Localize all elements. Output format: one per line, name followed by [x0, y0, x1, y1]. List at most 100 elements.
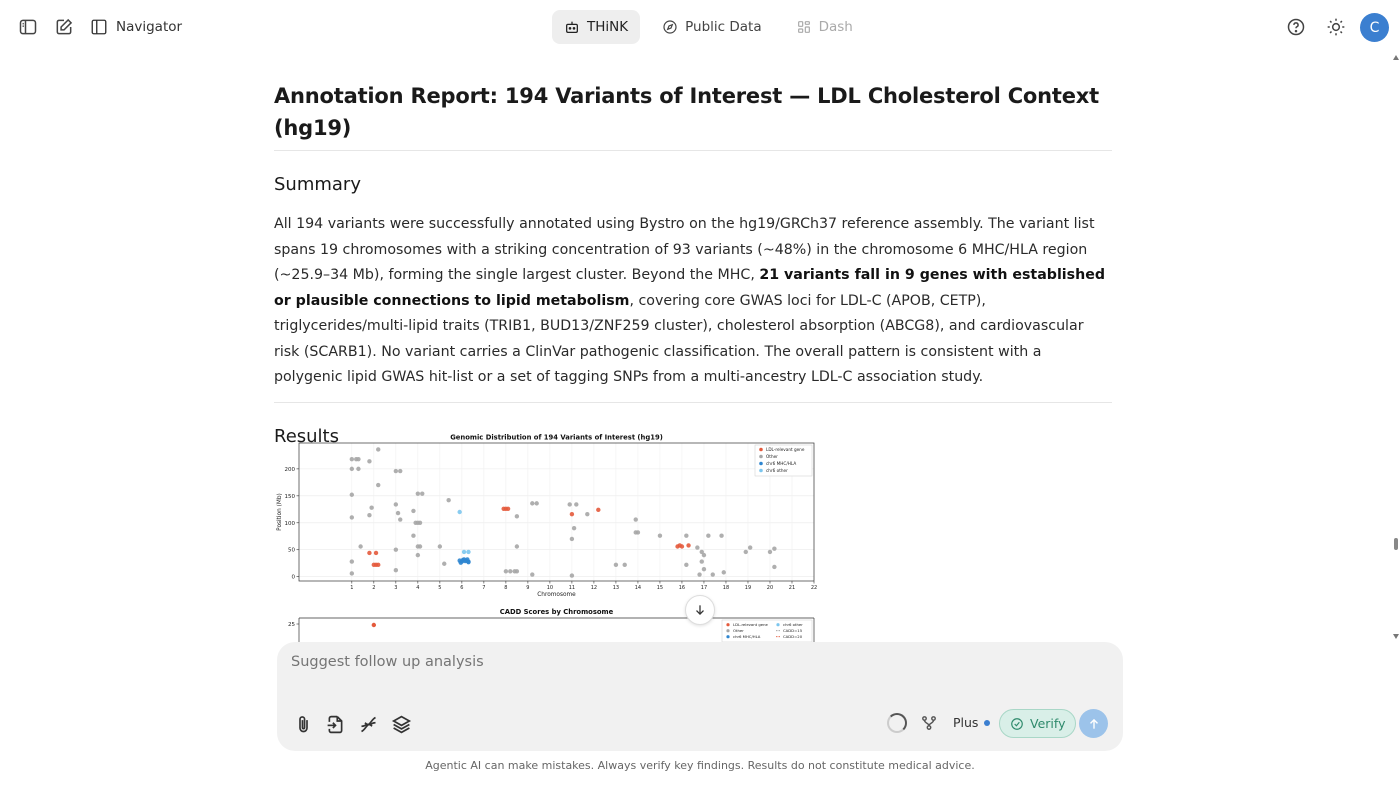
- genomic-distribution-chart: Genomic Distribution of 194 Variants of …: [277, 434, 817, 599]
- prompt-input[interactable]: [291, 654, 891, 670]
- data-point: [395, 510, 401, 516]
- scroll-down-arrow-icon[interactable]: [1393, 634, 1399, 639]
- plot-frame: [298, 442, 815, 582]
- data-point: [699, 549, 704, 555]
- data-point: [585, 511, 590, 517]
- data-point: [567, 502, 572, 507]
- data-point: [622, 562, 627, 568]
- data-point: [393, 468, 399, 474]
- x-tick-label: 14: [635, 585, 641, 591]
- mode-tabs: THiNK Public Data Dash: [552, 10, 865, 44]
- data-point: [461, 549, 467, 555]
- y-tick-label: 50: [288, 548, 295, 554]
- check-circle-icon: [1011, 717, 1023, 730]
- x-tick-label: 16: [679, 585, 685, 591]
- theme-toggle-icon[interactable]: [1324, 15, 1348, 39]
- data-point: [743, 549, 748, 555]
- layers-icon[interactable]: [389, 712, 413, 736]
- robot-icon: [566, 21, 578, 33]
- data-point: [686, 543, 691, 548]
- x-tick-label: 22: [811, 585, 817, 591]
- data-point: [349, 466, 355, 472]
- new-chat-icon[interactable]: [52, 15, 76, 39]
- loading-spinner-icon: [887, 713, 907, 733]
- paperclip-icon[interactable]: [291, 712, 315, 736]
- data-point: [772, 564, 777, 570]
- data-point: [514, 544, 520, 549]
- summary-text-1: All 194 variants were successfully annot…: [274, 216, 1095, 283]
- arrow-down-icon: [696, 605, 704, 615]
- tab-dash-label: Dash: [818, 19, 853, 35]
- report-content: Annotation Report: 194 Variants of Inter…: [274, 80, 1112, 642]
- grid-icon: [797, 21, 810, 33]
- data-point: [376, 482, 381, 488]
- y-tick-label: 200: [285, 467, 296, 473]
- verify-button[interactable]: Verify: [999, 709, 1077, 738]
- data-point: [466, 559, 471, 565]
- avatar[interactable]: C: [1360, 13, 1389, 42]
- data-point: [420, 491, 425, 496]
- x-tick-label: 8: [504, 585, 507, 591]
- data-point: [514, 569, 520, 574]
- data-point: [349, 492, 355, 497]
- data-point: [684, 562, 689, 568]
- data-point: [411, 508, 416, 514]
- legend-label: LDL-relevant gene: [733, 622, 768, 627]
- divider: [274, 150, 1112, 151]
- tab-public-data-label: Public Data: [685, 19, 762, 35]
- data-point: [442, 561, 447, 566]
- data-point: [398, 517, 403, 522]
- scroll-to-bottom-button[interactable]: [685, 595, 715, 625]
- data-point: [534, 501, 539, 506]
- data-point: [505, 506, 511, 511]
- navigator-label: Navigator: [116, 19, 183, 35]
- scroll-up-arrow-icon[interactable]: [1393, 55, 1399, 60]
- data-point: [514, 514, 520, 519]
- data-point: [367, 459, 372, 464]
- x-tick-label: 7: [482, 585, 485, 591]
- legend-marker: [759, 447, 763, 452]
- panel-icon: [91, 19, 107, 35]
- data-point: [376, 447, 381, 452]
- sidebar-toggle-icon[interactable]: [16, 15, 40, 39]
- data-point: [695, 545, 700, 550]
- navigator-button[interactable]: Navigator: [90, 15, 182, 39]
- data-point: [369, 505, 374, 510]
- tab-think[interactable]: THiNK: [552, 10, 641, 44]
- scrollbar[interactable]: [1392, 54, 1400, 642]
- tab-public-data[interactable]: Public Data: [650, 10, 773, 44]
- plan-indicator[interactable]: Plus: [953, 715, 991, 730]
- tab-dash[interactable]: Dash: [784, 10, 865, 44]
- summary-bold-text: 21 variants fall in 9 genes with establi…: [274, 267, 1105, 309]
- data-point: [530, 501, 535, 506]
- scrollbar-thumb[interactable]: [1394, 538, 1398, 550]
- data-point: [684, 533, 689, 538]
- import-file-icon[interactable]: [323, 712, 347, 736]
- legend-label: Other: [733, 628, 744, 633]
- data-point: [349, 571, 355, 576]
- legend-label: Other: [766, 454, 778, 459]
- data-point: [411, 533, 416, 538]
- x-tick-label: 9: [526, 585, 529, 591]
- data-point: [530, 572, 535, 577]
- branch-icon[interactable]: [920, 714, 938, 732]
- legend-label: chr6 MHC/HLA: [766, 461, 796, 466]
- data-point: [398, 468, 403, 474]
- legend-marker: [726, 635, 730, 639]
- y-axis-label: Position (Mb): [277, 493, 283, 531]
- x-tick-label: 2: [372, 585, 375, 591]
- data-point: [772, 546, 777, 551]
- data-point: [446, 497, 451, 503]
- verify-label: Verify: [1030, 716, 1066, 731]
- legend-label: CADD=20: [783, 634, 803, 639]
- x-tick-label: 5: [438, 585, 441, 591]
- disclaimer-text: Agentic AI can make mistakes. Always ver…: [425, 759, 975, 772]
- x-tick-label: 20: [767, 585, 773, 591]
- legend-label: chr6 other: [766, 468, 788, 473]
- x-tick-label: 1: [350, 585, 353, 591]
- dna-icon[interactable]: [356, 712, 380, 736]
- data-point: [721, 570, 726, 575]
- help-icon[interactable]: [1284, 15, 1308, 39]
- data-point: [349, 559, 355, 564]
- send-button[interactable]: [1079, 709, 1108, 738]
